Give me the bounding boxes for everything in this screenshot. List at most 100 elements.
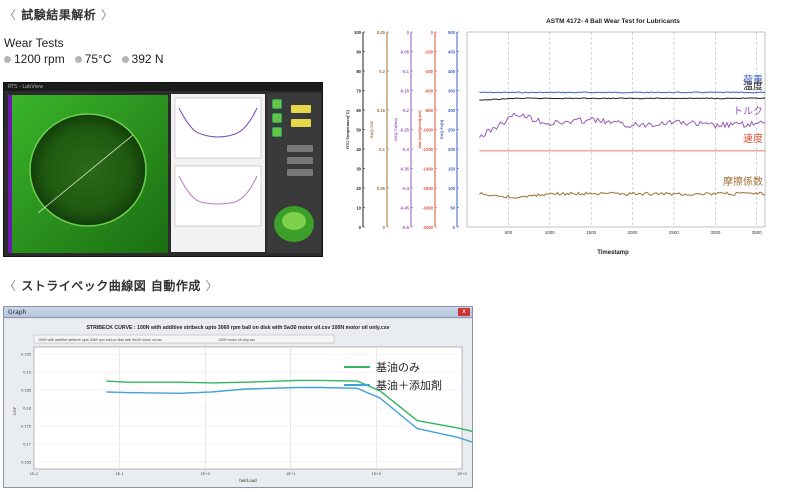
y-tick-label: 80 xyxy=(356,69,361,74)
y-tick-label: -0.4 xyxy=(402,186,410,191)
y-tick-label: -2000 xyxy=(422,225,433,230)
y-tick-label: -0.1 xyxy=(402,69,410,74)
option-field[interactable] xyxy=(287,157,313,164)
section-title-text: ストライベック曲線図 自動作成 xyxy=(21,279,201,293)
tool-button[interactable] xyxy=(272,127,282,137)
y-axis-label: DAQ:Fz(N) xyxy=(440,119,444,139)
param-load: 392 N xyxy=(121,52,164,66)
chevron-right-icon: 〉 xyxy=(205,279,219,293)
action-button[interactable] xyxy=(291,119,311,127)
y-tick-label: -1400 xyxy=(422,167,433,172)
y-tick-label: -1800 xyxy=(422,206,433,211)
legend-label: 基油のみ xyxy=(376,360,420,374)
wear-scar-image xyxy=(8,95,168,253)
profile-plots xyxy=(171,94,265,252)
bullet-icon xyxy=(74,55,82,63)
y-tick-label: -0.45 xyxy=(399,206,409,211)
tool-button[interactable] xyxy=(272,113,282,123)
x-tick-label: 2500 xyxy=(669,230,680,235)
bullet-icon xyxy=(4,55,11,63)
wear-scar-graphic xyxy=(8,95,168,253)
y-tick-label: 20 xyxy=(356,186,361,191)
x-tick-label: 2000 xyxy=(628,230,639,235)
y-tick-label: 60 xyxy=(356,108,361,113)
y-tick-label: 450 xyxy=(448,50,456,55)
legend-label: 基油＋添加剤 xyxy=(376,378,442,392)
y-axis-label: DAQ:COF xyxy=(370,120,374,138)
file-legend xyxy=(33,334,335,344)
y-tick-label: -0.25 xyxy=(399,128,409,133)
chart-title: STRIBECK CURVE : 100N with additive stri… xyxy=(86,325,389,331)
y-tick-label: 0.185 xyxy=(21,388,32,393)
bullet-icon xyxy=(121,55,129,63)
series-line xyxy=(479,91,766,94)
y-tick-label: 50 xyxy=(450,206,455,211)
series-line xyxy=(479,97,766,101)
profile-plots-graphic xyxy=(174,97,262,227)
x-axis-label: Timestamp xyxy=(597,250,629,256)
option-field[interactable] xyxy=(287,145,313,152)
y-tick-label: 0.19 xyxy=(23,370,32,375)
x-tick-label: 1E+3 xyxy=(457,471,467,476)
series-line xyxy=(478,112,766,138)
y-tick-label: -600 xyxy=(425,89,434,94)
y-tick-label: 100 xyxy=(448,186,456,191)
y-tick-label: 0 xyxy=(359,225,362,230)
y-tick-label: 0.2 xyxy=(379,69,385,74)
x-tick-label: 1E+2 xyxy=(372,471,382,476)
y-tick-label: -200 xyxy=(425,50,434,55)
x-tick-label: 500 xyxy=(505,230,513,235)
y-tick-label: 0 xyxy=(407,30,410,35)
chevron-right-icon: 〉 xyxy=(100,8,114,22)
file-legend-item: 100N with additive stribeck upto 3060 rp… xyxy=(38,338,162,342)
y-tick-label: 0.195 xyxy=(21,352,32,357)
y-tick-label: 0.05 xyxy=(377,186,386,191)
y-tick-label: 400 xyxy=(448,69,456,74)
control-panel xyxy=(267,93,321,253)
chevron-left-icon: 〈 xyxy=(4,8,17,22)
y-tick-label: 40 xyxy=(356,147,361,152)
y-tick-label: 0 xyxy=(431,30,434,35)
x-tick-label: 3000 xyxy=(710,230,721,235)
close-icon[interactable]: x xyxy=(458,308,470,316)
y-tick-label: -1600 xyxy=(422,186,433,191)
x-tick-label: 1500 xyxy=(586,230,597,235)
y-tick-label: -0.5 xyxy=(402,225,410,230)
y-tick-label: -0.15 xyxy=(399,89,409,94)
x-tick-label: 1000 xyxy=(545,230,556,235)
y-tick-label: 100 xyxy=(354,30,362,35)
y-tick-label: 30 xyxy=(356,167,361,172)
analysis-app-window: RTS - LabView xyxy=(3,82,323,257)
option-field[interactable] xyxy=(287,169,313,176)
y-tick-label: 0.18 xyxy=(23,406,32,411)
section-title-analysis: 〈 試験結果解析 〉 xyxy=(4,6,113,23)
x-tick-label: 3500 xyxy=(752,230,763,235)
action-button[interactable] xyxy=(291,105,311,113)
wear-tests-title: Wear Tests xyxy=(4,36,64,50)
file-legend-item: 100N motor oil only.csv xyxy=(218,338,255,342)
y-tick-label: 500 xyxy=(448,30,456,35)
chevron-left-icon: 〈 xyxy=(4,279,17,293)
series-line xyxy=(479,191,766,199)
y-tick-label: 0.175 xyxy=(21,423,32,428)
y-tick-label: 300 xyxy=(448,108,456,113)
y-tick-label: 90 xyxy=(356,50,361,55)
y-tick-label: -400 xyxy=(425,69,434,74)
test-params: 1200 rpm 75°C 392 N xyxy=(4,52,164,66)
plot-area: 1E-2 1E-1 1E+0 1E+1 1E+2 1E+3 0.195 0.19 0.185 0.… xyxy=(21,347,472,476)
y-tick-label: 0.15 xyxy=(377,108,386,113)
y-tick-label: -0.05 xyxy=(399,50,409,55)
y-axis-label: DAQ:Tz(Nm) xyxy=(394,117,398,140)
window-titlebar: Graph xyxy=(4,307,472,318)
param-speed: 1200 rpm xyxy=(4,52,65,66)
series-label: 荷重 xyxy=(743,73,763,86)
tool-button[interactable] xyxy=(272,99,282,109)
x-tick-label: 1E-2 xyxy=(30,471,39,476)
app-titlebar: RTS - LabView xyxy=(4,83,322,91)
series-line xyxy=(106,386,472,443)
y-tick-label: 70 xyxy=(356,89,361,94)
wear-test-chart: ASTM 4172- 4 Ball Wear Test for Lubrican… xyxy=(343,12,771,262)
y-tick-label: 10 xyxy=(356,206,361,211)
series-label: 速度 xyxy=(743,132,763,145)
